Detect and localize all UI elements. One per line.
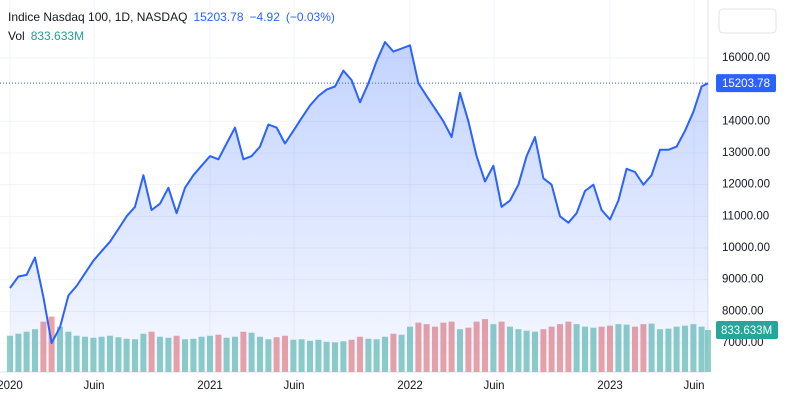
menu-button[interactable]: [718, 8, 777, 34]
last-price-label: 15203.78: [722, 78, 770, 90]
last-price: 15203.78: [193, 10, 244, 24]
price-line: [9, 41, 709, 344]
y-tick-label: 14000.00: [722, 115, 770, 127]
volume-name: Vol: [8, 29, 25, 43]
y-tick-label: 9000.00: [722, 274, 764, 286]
area-fill: [10, 42, 708, 372]
x-tick-label: 2020: [0, 380, 23, 392]
x-tick-label: 2022: [397, 380, 423, 392]
y-tick-label: 12000.00: [722, 179, 770, 191]
x-tick-label: Juin: [83, 380, 104, 392]
last-price-box: [716, 74, 776, 93]
legend-row: Indice Nasdaq 100, 1D, NASDAQ 15203.78 −4.…: [8, 8, 341, 27]
volume-last: 833.633M: [30, 29, 85, 43]
y-tick-label: 16000.00: [722, 52, 770, 64]
volume-last-label: 833.633M: [721, 325, 772, 337]
x-tick-label: 2021: [197, 380, 223, 392]
y-tick-label: 10000.00: [722, 242, 770, 254]
y-tick-label: 7000.00: [722, 337, 764, 349]
x-tick-label: Juin: [683, 380, 704, 392]
change: −4.92: [249, 10, 280, 24]
y-tick-label: 13000.00: [722, 147, 770, 159]
x-tick-label: 2023: [597, 380, 623, 392]
legend-row: Vol 833.633M: [8, 27, 341, 46]
y-tick-label: 8000.00: [722, 305, 764, 317]
legend: Indice Nasdaq 100, 1D, NASDAQ 15203.78 −4.…: [8, 8, 341, 46]
title: Indice Nasdaq 100, 1D, NASDAQ: [8, 10, 188, 24]
change-pct: (−0.03%): [285, 10, 335, 24]
x-tick-label: Juin: [283, 380, 304, 392]
volume-last-box: [716, 321, 778, 340]
x-tick-label: Juin: [483, 380, 504, 392]
y-tick-label: 11000.00: [722, 210, 769, 222]
